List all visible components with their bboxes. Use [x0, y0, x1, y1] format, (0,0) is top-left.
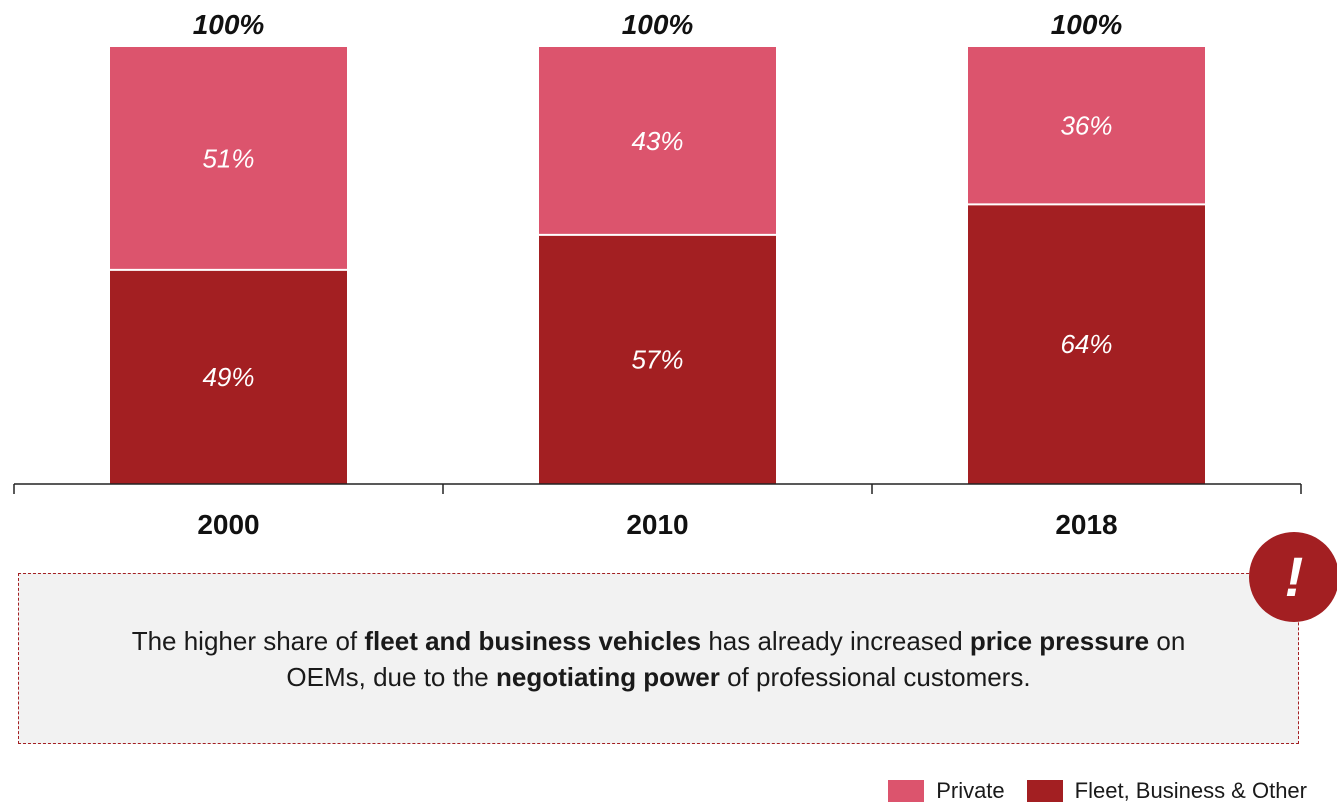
- bar-2018-s1: [968, 47, 1205, 205]
- legend-swatch-private: [888, 780, 925, 802]
- bar-2018-s0: [968, 204, 1205, 484]
- data-label-2018-s1: 36%: [1060, 111, 1112, 141]
- callout-segment-0: The higher share of: [131, 625, 365, 656]
- callout-segment-3: price pressure: [969, 625, 1150, 656]
- callout-segment-1: fleet and business vehicles: [364, 625, 702, 656]
- data-label-2018-s0: 64%: [1060, 329, 1112, 359]
- exclamation-symbol: !: [1284, 545, 1304, 608]
- callout-box: The higher share of fleet and business v…: [18, 573, 1299, 744]
- legend-swatch-fleet: [1026, 780, 1063, 802]
- data-label-2000-s0: 49%: [202, 362, 254, 392]
- legend-item-fleet: Fleet, Business & Other: [1026, 778, 1307, 804]
- bar-2000-s1: [110, 47, 347, 270]
- total-label-2018: 100%: [1051, 9, 1123, 40]
- x-tick-label-2000: 2000: [197, 509, 259, 540]
- x-tick-label-2010: 2010: [626, 509, 688, 540]
- legend: Private Fleet, Business & Other: [866, 778, 1307, 804]
- exclamation-icon: !: [1249, 532, 1337, 622]
- callout-segment-2: has already increased: [701, 625, 970, 656]
- bar-2000-s0: [110, 269, 347, 484]
- bar-2010-s0: [539, 234, 776, 484]
- x-tick-label-2018: 2018: [1055, 509, 1117, 540]
- total-label-2000: 100%: [193, 9, 265, 40]
- legend-label-private: Private: [936, 778, 1005, 803]
- callout-text: The higher share of fleet and business v…: [119, 623, 1199, 695]
- callout-segment-5: negotiating power: [495, 661, 720, 692]
- callout-segment-6: of professional customers.: [719, 661, 1031, 692]
- data-label-2010-s0: 57%: [631, 344, 683, 374]
- legend-item-private: Private: [888, 778, 1005, 804]
- stacked-bar-chart: 49% 51% 100% 2000 57% 43% 100% 2010 64% 36% 100% 20…: [13, 9, 1302, 540]
- legend-label-fleet: Fleet, Business & Other: [1074, 778, 1307, 803]
- data-label-2000-s1: 51%: [202, 143, 254, 173]
- callout-segment-4: on OEMs, due to the: [286, 625, 1186, 692]
- data-label-2010-s1: 43%: [631, 126, 683, 156]
- bar-2010-s1: [539, 47, 776, 235]
- total-label-2010: 100%: [622, 9, 694, 40]
